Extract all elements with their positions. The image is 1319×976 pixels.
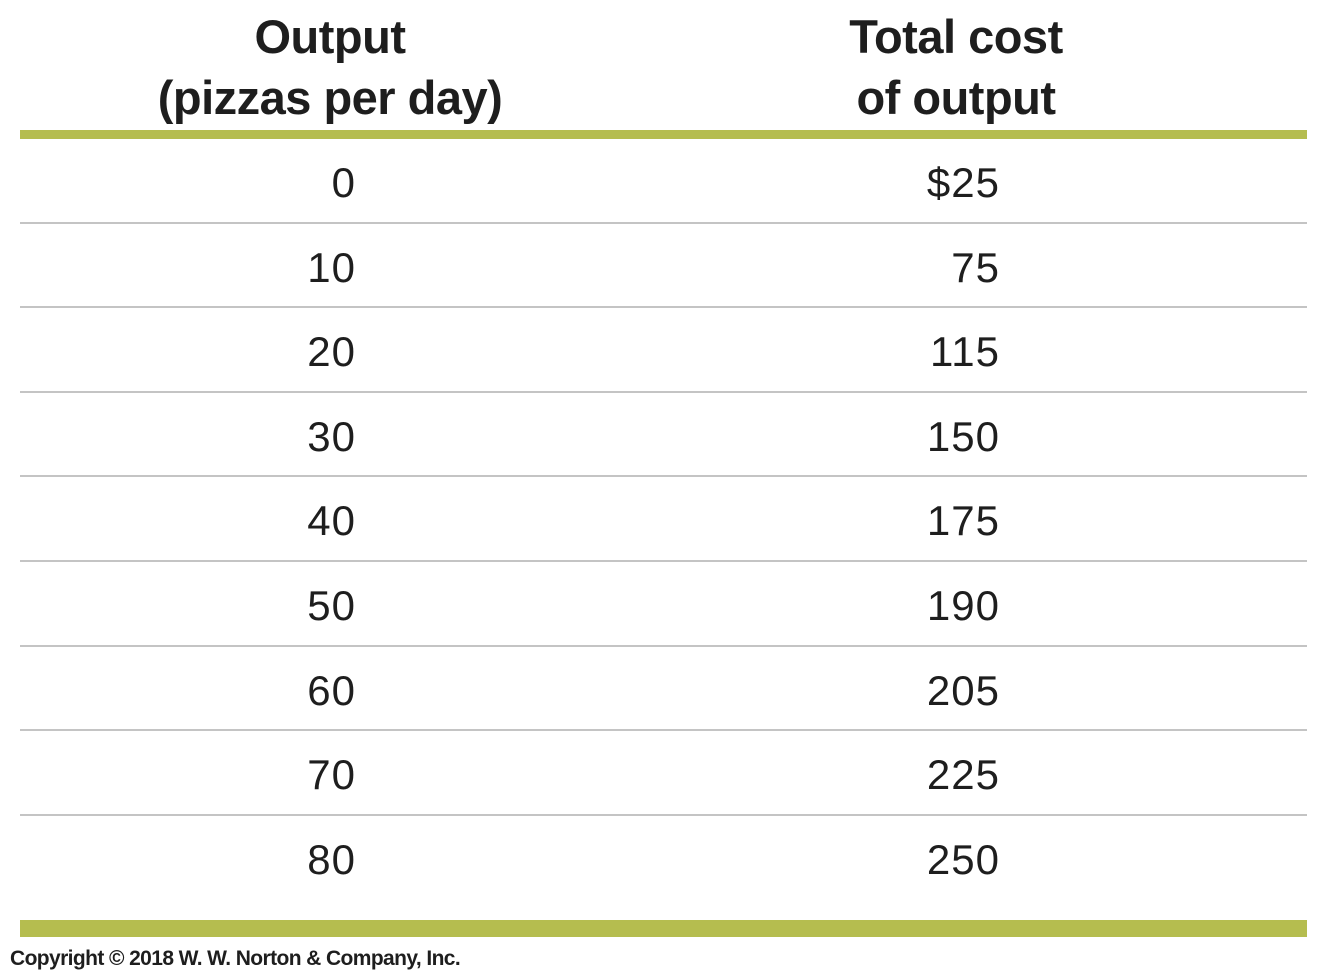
header-rule xyxy=(20,130,1307,139)
total-cost-cell: 150 xyxy=(926,412,1000,460)
table-row: 80 250 xyxy=(20,816,1307,901)
total-cost-cell: 190 xyxy=(926,581,1000,629)
total-cost-cell: 250 xyxy=(926,835,1000,883)
table-row: 20 115 xyxy=(20,308,1307,393)
table-row: 70 225 xyxy=(20,731,1307,816)
total-cost-cell: 225 xyxy=(926,751,1000,799)
total-cost-cell: 175 xyxy=(926,497,1000,545)
footer-rule xyxy=(20,920,1307,937)
table-row: 50 190 xyxy=(20,562,1307,647)
column-header-line: of output xyxy=(856,71,1056,124)
output-cell: 40 xyxy=(307,497,356,545)
output-cell: 80 xyxy=(307,835,356,883)
output-cell: 20 xyxy=(307,328,356,376)
table-row: 10 75 xyxy=(20,224,1307,309)
column-header-line: Output xyxy=(254,10,407,63)
output-cell: 60 xyxy=(307,666,356,714)
total-cost-cell: 115 xyxy=(930,328,1000,376)
table-row: 40 175 xyxy=(20,477,1307,562)
total-cost-cell: $25 xyxy=(926,159,1000,206)
table-row: 0 $25 xyxy=(20,139,1307,224)
column-header-line: (pizzas per day) xyxy=(157,71,503,124)
column-header-total-cost: Total cost of output xyxy=(796,6,1116,128)
table-row: 60 205 xyxy=(20,647,1307,732)
output-cell: 50 xyxy=(307,581,356,629)
total-cost-cell: 205 xyxy=(926,666,1000,714)
column-header-output: Output (pizzas per day) xyxy=(150,6,510,128)
output-cell: 30 xyxy=(307,412,356,460)
table-header: Output (pizzas per day) Total cost of ou… xyxy=(20,0,1307,130)
table-row: 30 150 xyxy=(20,393,1307,478)
output-cell: 10 xyxy=(307,243,356,291)
output-cell: 0 xyxy=(331,159,356,206)
total-cost-cell: 75 xyxy=(951,243,1000,291)
output-cell: 70 xyxy=(307,751,356,799)
table-body: 0 $25 10 75 20 115 30 150 40 175 50 190 60 205 70 225 80… xyxy=(20,139,1307,900)
copyright-notice: Copyright © 2018 W. W. Norton & Company,… xyxy=(10,947,461,970)
column-header-line: Total cost xyxy=(849,10,1063,63)
